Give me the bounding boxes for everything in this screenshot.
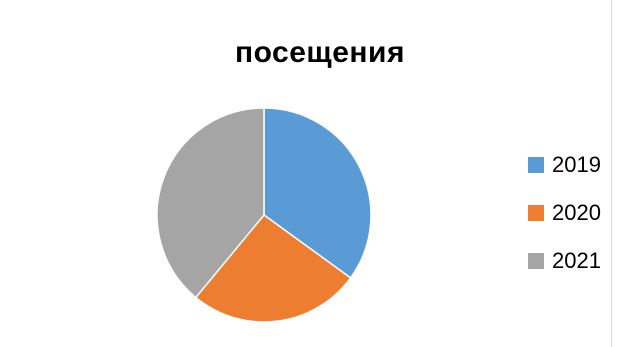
pie-slice-2019 [263, 107, 372, 279]
legend-label: 2020 [552, 200, 601, 225]
legend-swatch [528, 205, 544, 221]
legend-label: 2019 [552, 152, 601, 177]
legend-item-2021: 2021 [528, 248, 601, 274]
legend-swatch [528, 157, 544, 173]
chart-title: посещения [235, 36, 405, 69]
legend: 2019 2020 2021 [528, 152, 601, 296]
legend-item-2019: 2019 [528, 152, 601, 178]
pie-slice-2020 [194, 213, 352, 323]
pie-slice-2021 [156, 107, 265, 299]
legend-item-2020: 2020 [528, 200, 601, 226]
legend-swatch [528, 253, 544, 269]
legend-label: 2021 [552, 248, 601, 273]
